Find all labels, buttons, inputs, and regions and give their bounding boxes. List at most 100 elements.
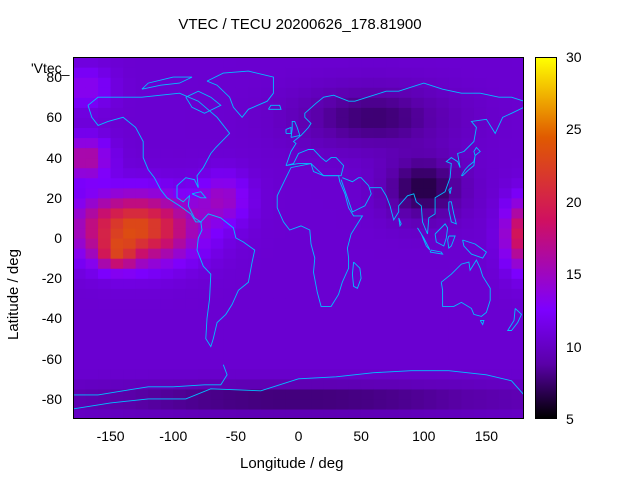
heatmap-cell	[323, 328, 337, 340]
heatmap-cell	[185, 67, 199, 78]
heatmap-cell	[361, 157, 375, 169]
heatmap-cell	[198, 97, 212, 108]
heatmap-cell	[273, 147, 287, 159]
heatmap-cell	[123, 127, 137, 139]
heatmap-cell	[248, 157, 262, 169]
heatmap-cell	[411, 167, 425, 179]
heatmap-cell	[348, 187, 362, 199]
heatmap-cell	[160, 97, 174, 108]
heatmap-cell	[123, 97, 137, 108]
heatmap-cell	[298, 388, 312, 400]
heatmap-cell	[210, 87, 224, 98]
heatmap-cell	[248, 167, 262, 179]
heatmap-cell	[248, 318, 262, 330]
heatmap-cell	[223, 207, 237, 219]
heatmap-cell	[160, 318, 174, 330]
heatmap-cell	[73, 107, 87, 118]
heatmap-cell	[148, 227, 162, 239]
heatmap-cell	[148, 217, 162, 229]
heatmap-cell	[348, 147, 362, 159]
heatmap-cell	[398, 318, 412, 330]
heatmap-cell	[223, 318, 237, 330]
heatmap-cell	[173, 187, 187, 199]
heatmap-cell	[210, 348, 224, 360]
heatmap-cell	[148, 147, 162, 159]
heatmap-cell	[436, 137, 450, 149]
heatmap-cell	[285, 187, 300, 199]
heatmap-cell	[123, 308, 137, 320]
heatmap-cell	[373, 348, 387, 360]
heatmap-cell	[135, 248, 149, 259]
heatmap-cell	[210, 67, 224, 78]
coastline	[429, 249, 444, 255]
heatmap-cell	[185, 358, 199, 370]
heatmap-cell	[260, 288, 275, 299]
heatmap-cell	[423, 358, 437, 370]
heatmap-cell	[461, 167, 475, 179]
heatmap-cell	[160, 268, 174, 279]
heatmap-cell	[361, 87, 375, 98]
heatmap-cell	[285, 278, 300, 289]
heatmap-cell	[486, 248, 500, 259]
coastline	[448, 186, 452, 194]
heatmap-cell	[248, 97, 262, 108]
heatmap-cell	[260, 127, 275, 139]
heatmap-cell	[423, 298, 437, 309]
heatmap-cell	[223, 77, 237, 88]
heatmap-cell	[173, 87, 187, 98]
heatmap-cell	[311, 358, 325, 370]
heatmap-cell	[210, 258, 224, 269]
heatmap-cell	[135, 368, 149, 380]
heatmap-cell	[248, 298, 262, 309]
heatmap-cell	[260, 338, 275, 350]
heatmap-cell	[185, 187, 199, 199]
heatmap-cell	[123, 318, 137, 330]
heatmap-cell	[85, 298, 99, 309]
heatmap-cell	[373, 278, 387, 289]
heatmap-cell	[85, 77, 99, 88]
heatmap-cell	[473, 258, 488, 269]
heatmap-cell	[473, 157, 488, 169]
heatmap-cell	[298, 97, 312, 108]
heatmap-cell	[336, 358, 350, 370]
heatmap-cell	[323, 408, 337, 419]
heatmap-cell	[110, 57, 124, 68]
heatmap-cell	[373, 388, 387, 400]
y-tick-label: 0	[54, 230, 62, 246]
heatmap-cell	[160, 258, 174, 269]
heatmap-cell	[461, 298, 475, 309]
heatmap-cell	[473, 97, 488, 108]
heatmap-cell	[198, 157, 212, 169]
heatmap-cell	[436, 117, 450, 128]
heatmap-cell	[498, 197, 513, 209]
heatmap-cell	[73, 328, 87, 340]
heatmap-cell	[386, 107, 400, 118]
heatmap-cell	[285, 398, 300, 410]
heatmap-cell	[85, 248, 99, 259]
heatmap-cell	[423, 268, 437, 279]
heatmap-cell	[461, 227, 475, 239]
heatmap-cell	[398, 177, 412, 189]
heatmap-cell	[398, 217, 412, 229]
heatmap-cell	[323, 388, 337, 400]
heatmap-cell	[248, 378, 262, 390]
heatmap-cell	[423, 248, 437, 259]
heatmap-cell	[98, 157, 112, 169]
heatmap-cell	[448, 378, 462, 390]
heatmap-cell	[386, 67, 400, 78]
heatmap-cell	[198, 258, 212, 269]
heatmap-cell	[235, 288, 249, 299]
heatmap-cell	[235, 217, 249, 229]
heatmap-cell	[285, 408, 300, 419]
heatmap-cell	[361, 147, 375, 159]
coastline	[369, 106, 524, 235]
heatmap-cell	[235, 57, 249, 68]
heatmap-cell	[123, 187, 137, 199]
heatmap-cell	[423, 217, 437, 229]
heatmap-cell	[473, 298, 488, 309]
heatmap-cell	[473, 358, 488, 370]
heatmap-cell	[373, 238, 387, 249]
heatmap-cell	[73, 368, 87, 380]
heatmap-cell	[110, 117, 124, 128]
heatmap-cell	[336, 207, 350, 219]
